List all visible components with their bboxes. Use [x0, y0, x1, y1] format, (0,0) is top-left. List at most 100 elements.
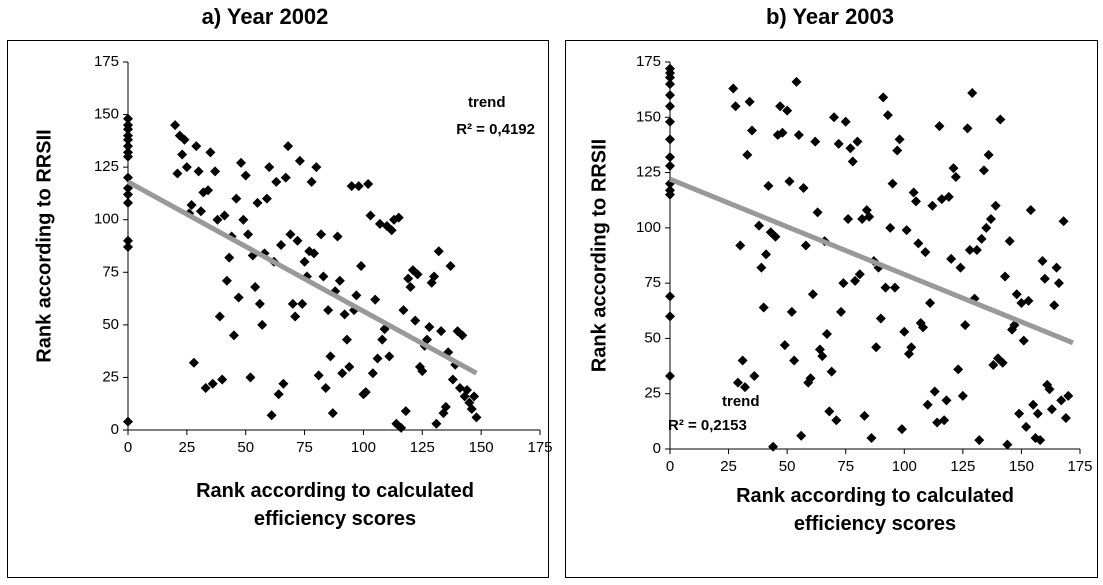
point [871, 342, 882, 353]
point [777, 127, 788, 138]
point [789, 355, 800, 366]
point [829, 112, 839, 123]
y-tick-label: 175 [94, 53, 119, 70]
x-tick-label: 100 [351, 439, 376, 456]
x-tick-label: 50 [237, 439, 254, 456]
trend-line [669, 176, 1074, 346]
point [974, 435, 985, 446]
point [997, 357, 1008, 368]
x-tick-label: 175 [1067, 458, 1092, 475]
point [356, 260, 367, 271]
point [337, 368, 348, 379]
point [1039, 273, 1050, 284]
point [852, 136, 863, 147]
r-squared: R² = 0,4192 [456, 121, 535, 138]
point [1002, 439, 1013, 450]
point [786, 306, 797, 317]
point [892, 145, 903, 156]
trend-label: trend [722, 393, 760, 410]
point [219, 210, 230, 221]
point [177, 149, 188, 160]
point [306, 176, 317, 187]
point [363, 178, 374, 189]
point [283, 141, 294, 152]
point [665, 79, 675, 90]
point [462, 385, 473, 396]
point [1035, 435, 1046, 446]
point [316, 229, 327, 240]
point [763, 180, 774, 191]
point [812, 207, 823, 218]
point [866, 432, 877, 443]
y-tick-label: 25 [644, 385, 661, 402]
point [264, 162, 275, 173]
point [1046, 404, 1057, 415]
point [424, 321, 435, 332]
y-tick-label: 100 [636, 219, 661, 236]
point [840, 116, 851, 127]
point [908, 187, 919, 198]
point [983, 149, 994, 160]
y-tick-label: 50 [644, 329, 661, 346]
point [742, 149, 753, 160]
point [346, 181, 357, 192]
point [393, 212, 404, 223]
point [334, 275, 345, 286]
point [665, 291, 675, 302]
point [440, 401, 451, 412]
point [273, 389, 284, 400]
point [325, 351, 336, 362]
point [214, 311, 225, 322]
point [447, 374, 458, 385]
point [181, 162, 192, 173]
point [254, 298, 265, 309]
point [955, 262, 966, 273]
x-tick-label: 150 [469, 439, 494, 456]
point [203, 185, 214, 196]
point [847, 156, 858, 167]
y-tick-label: 125 [636, 164, 661, 181]
point [123, 141, 133, 152]
point [327, 408, 338, 419]
point [294, 155, 305, 166]
point [172, 168, 183, 179]
point [934, 121, 945, 132]
point [386, 225, 397, 236]
y-tick-label: 25 [102, 368, 119, 385]
point [238, 214, 249, 225]
point [957, 390, 968, 401]
point [730, 101, 741, 112]
point [845, 143, 856, 154]
point [1018, 335, 1029, 346]
point [1028, 399, 1039, 410]
y-tick-label: 125 [94, 158, 119, 175]
point [665, 311, 675, 322]
point [221, 275, 232, 286]
point [123, 416, 133, 427]
point [186, 199, 197, 210]
point [339, 309, 350, 320]
point [400, 406, 411, 417]
x-tick-label: 0 [124, 439, 132, 456]
point [735, 240, 746, 251]
point [1032, 408, 1043, 419]
point [412, 269, 423, 280]
point [962, 123, 973, 134]
point [836, 306, 847, 317]
y-tick-label: 0 [653, 440, 661, 457]
point [747, 125, 757, 136]
point [188, 357, 199, 368]
point [123, 172, 133, 183]
point [796, 430, 807, 441]
point [1004, 236, 1015, 247]
point [351, 290, 362, 301]
x-tick-label: 25 [720, 458, 737, 475]
point [744, 96, 755, 107]
point [805, 373, 816, 384]
point [1014, 408, 1025, 419]
point [807, 289, 818, 300]
y-tick-label: 75 [644, 274, 661, 291]
x-axis-label: Rank according to calculated efficiency … [196, 480, 474, 530]
point [941, 395, 952, 406]
point [299, 256, 310, 267]
